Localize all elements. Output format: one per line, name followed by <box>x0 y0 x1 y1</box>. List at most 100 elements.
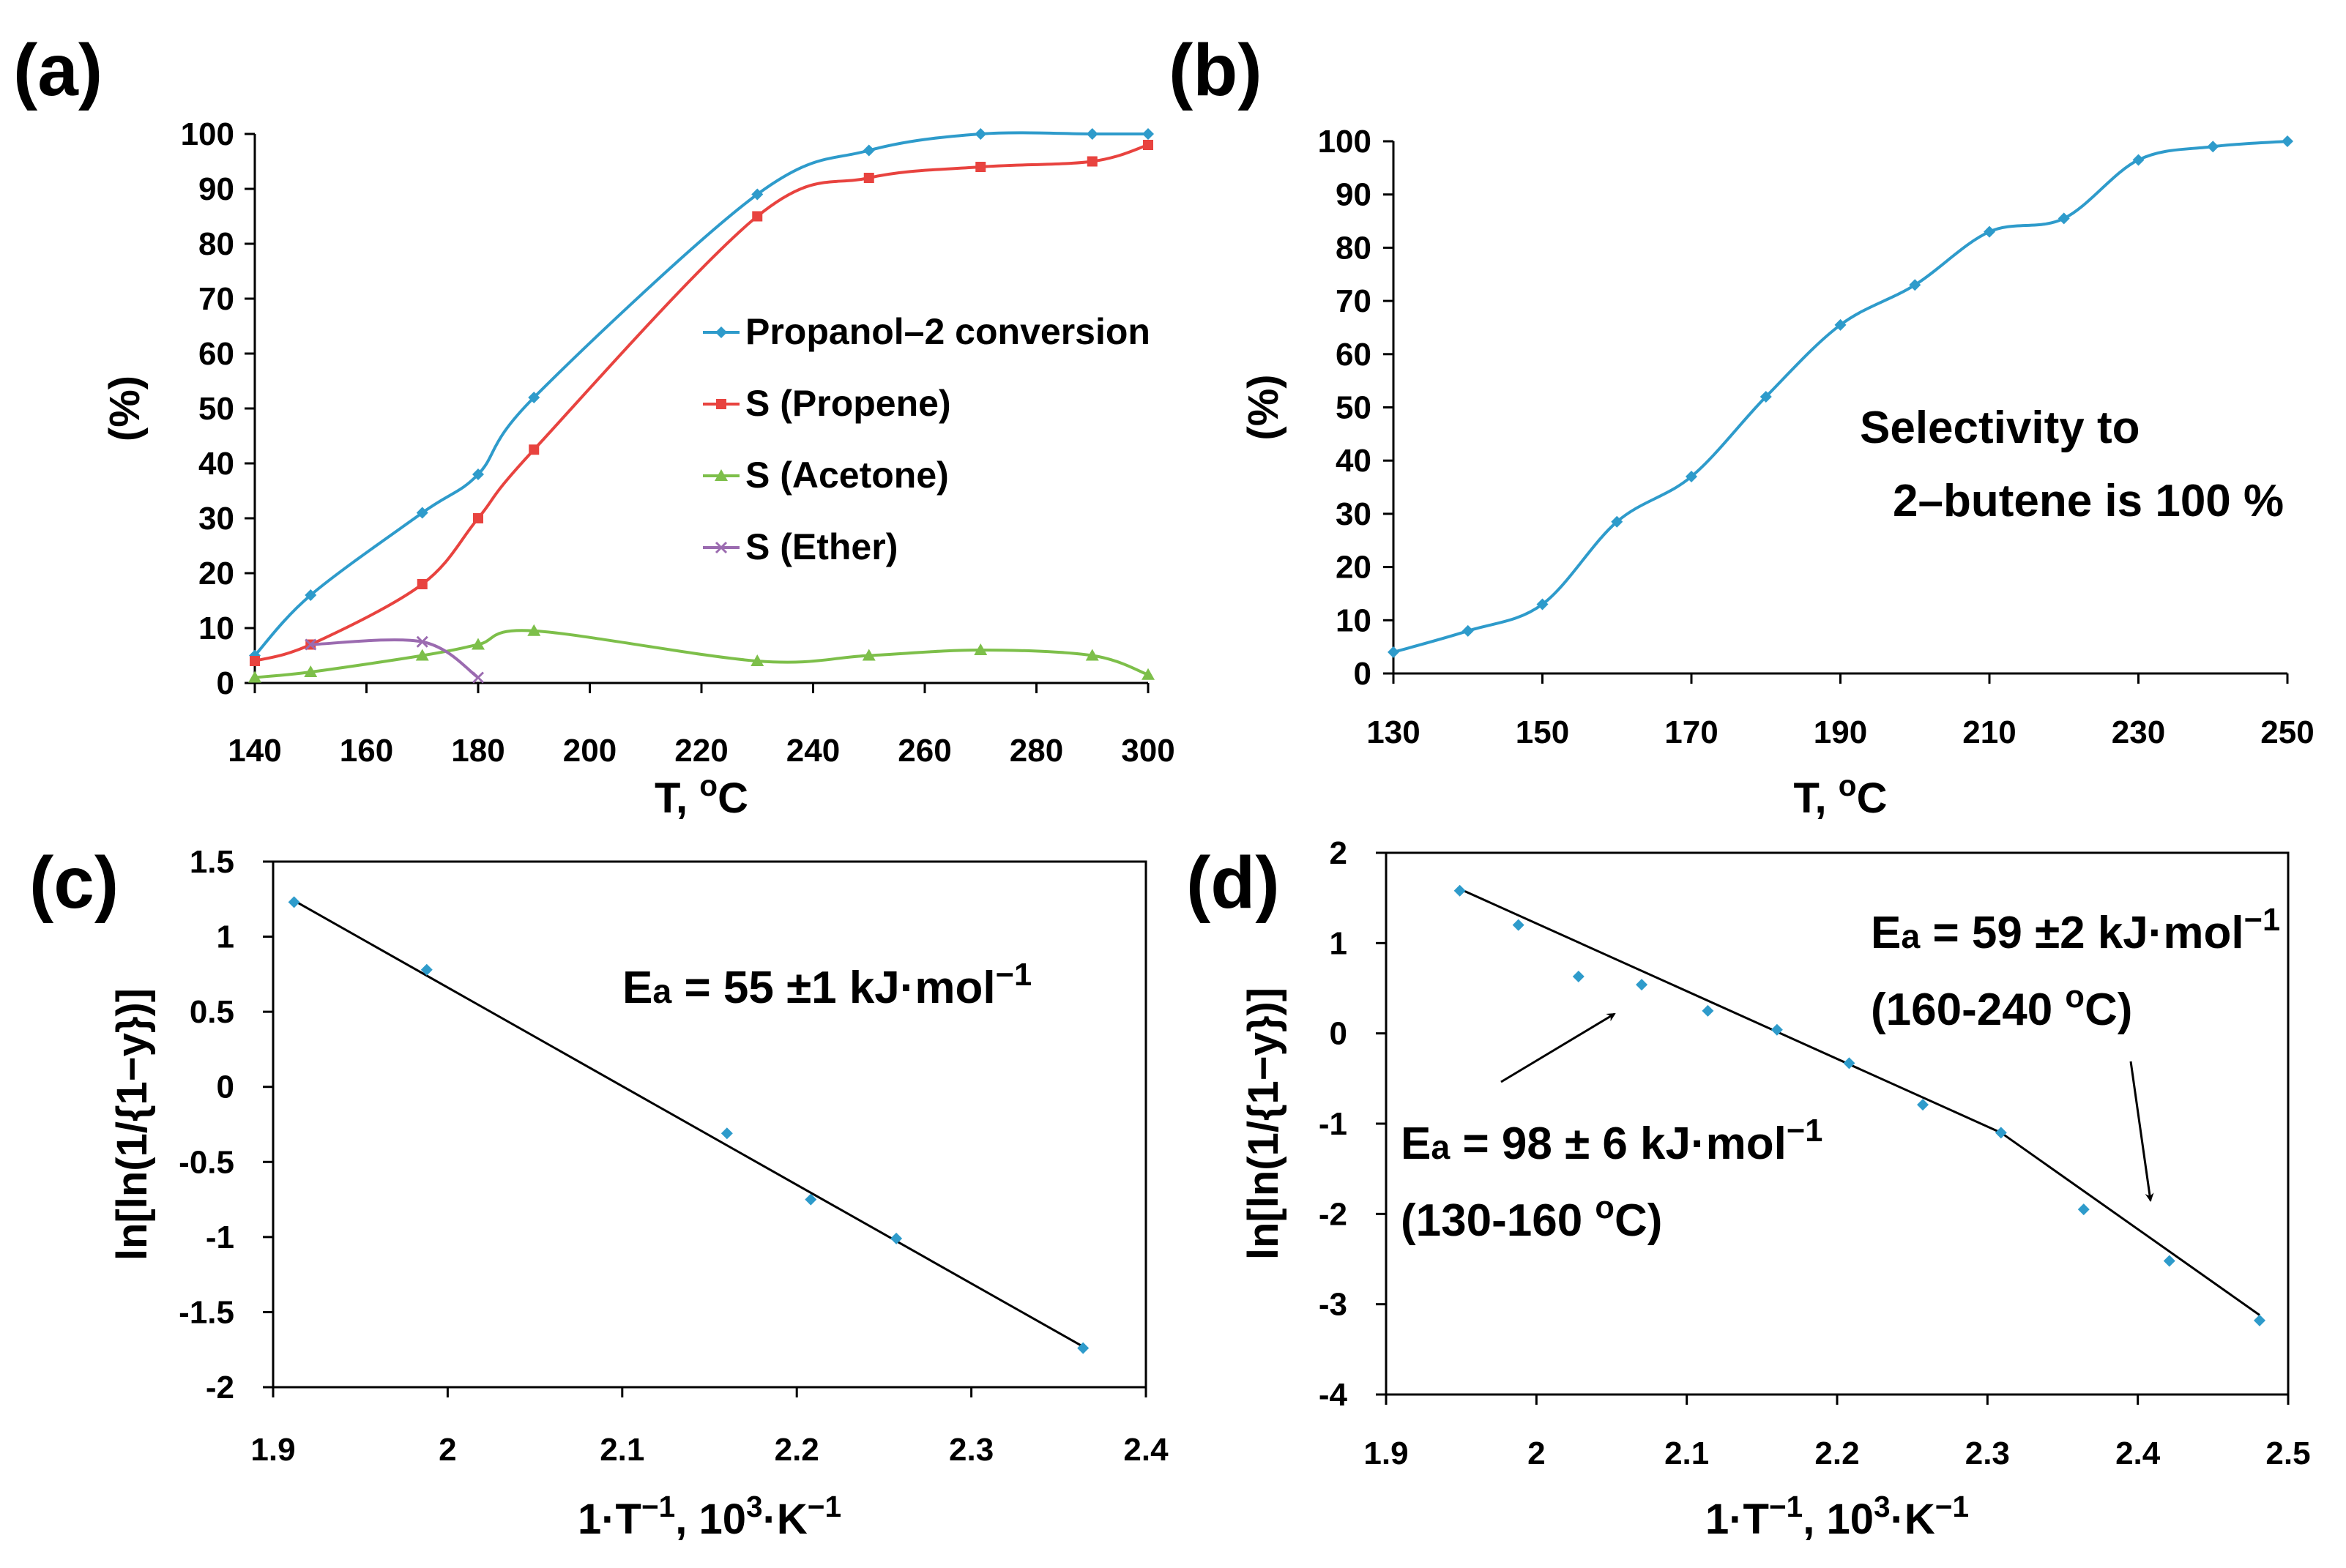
x-tick-label: 250 <box>2260 714 2314 750</box>
x-tick-label: 190 <box>1814 714 1867 750</box>
x-tick-label: 1.9 <box>1363 1436 1408 1471</box>
series-line <box>254 143 1149 662</box>
x-axis-title: T, oC <box>655 769 748 822</box>
y-axis-title: (%) <box>101 376 149 441</box>
y-tick-label: -2 <box>206 1370 234 1405</box>
data-point <box>2077 1203 2090 1216</box>
y-tick-label: 30 <box>198 501 234 537</box>
data-point <box>1142 128 1154 140</box>
data-point <box>420 963 433 976</box>
x-axis-title: T, oC <box>1794 769 1888 822</box>
legend-marker <box>715 469 728 481</box>
y-tick-label: 1 <box>217 919 234 955</box>
data-point <box>975 128 987 140</box>
y-tick-label: 1.5 <box>190 844 234 880</box>
data-point <box>305 589 317 601</box>
data-point <box>1453 884 1466 897</box>
data-point <box>472 671 485 684</box>
x-tick-label: 210 <box>1962 714 2016 750</box>
x-tick-label: 2.2 <box>775 1432 819 1468</box>
data-point <box>472 468 484 480</box>
data-point <box>415 649 429 661</box>
data-point <box>529 444 540 455</box>
data-point <box>2132 154 2145 166</box>
y-tick-label: 60 <box>198 336 234 372</box>
chart-panel-4: (d) 1.9 2 2.1 2.2 2.3 2.4 2.5 -4 -3 -2 -1 0 1 2 1·T−1, … <box>1186 835 2311 1543</box>
y-tick-label: 40 <box>198 446 234 482</box>
data-point <box>752 211 763 222</box>
y-tick-label: -1 <box>206 1220 234 1255</box>
y-tick-label: 0.5 <box>190 994 234 1030</box>
data-point <box>528 392 540 403</box>
data-point <box>1995 1127 2007 1139</box>
data-point <box>304 665 318 677</box>
data-point <box>751 654 764 666</box>
y-tick-label: 10 <box>198 611 234 646</box>
y-tick-label: 70 <box>1336 283 1371 319</box>
data-point <box>1984 225 1995 238</box>
y-tick-label: -2 <box>1319 1196 1347 1232</box>
annotation-text: (130-160 oC) <box>1401 1190 1662 1246</box>
plot-frame <box>272 860 1147 1389</box>
data-point <box>1536 598 1549 611</box>
data-point <box>1843 1057 1855 1069</box>
data-point <box>1085 649 1099 661</box>
data-point <box>1086 128 1098 140</box>
fit-line <box>1459 887 2002 1134</box>
y-tick-label: 60 <box>1336 337 1371 373</box>
x-tick-label: 300 <box>1121 733 1174 769</box>
data-point <box>975 162 986 172</box>
chart-panel-1: (a) 140 160 180 200 220 240 260 280 300 0 10 20 30 40 5… <box>13 29 1175 822</box>
x-tick-label: 2.3 <box>949 1432 994 1468</box>
x-tick-label: 170 <box>1664 714 1718 750</box>
data-point <box>751 188 764 201</box>
series-line <box>310 638 480 679</box>
x-tick-label: 2.1 <box>600 1432 644 1468</box>
x-tick-label: 2.4 <box>1123 1432 1169 1468</box>
legend-label: Propanol–2 conversion <box>745 311 1150 352</box>
y-tick-label: 90 <box>198 171 234 207</box>
y-tick-label: 0 <box>1330 1016 1347 1052</box>
y-tick-label: 20 <box>1336 550 1371 586</box>
data-point <box>1636 979 1648 991</box>
x-tick-label: 150 <box>1516 714 1569 750</box>
data-point <box>863 173 874 183</box>
y-axis-title: (%) <box>1240 374 1287 440</box>
x-tick-label: 240 <box>786 733 840 769</box>
y-tick-label: 40 <box>1336 443 1371 479</box>
panel-label: (d) <box>1186 842 1280 924</box>
series-line <box>254 629 1149 679</box>
data-point <box>1388 646 1399 658</box>
data-point <box>250 656 260 666</box>
x-tick-label: 2 <box>1527 1436 1545 1471</box>
legend-label: S (Propene) <box>745 383 951 424</box>
data-point <box>1611 515 1623 528</box>
y-axis-title: ln[ln(1/{1−y})] <box>1240 988 1287 1260</box>
x-axis-title: 1·T−1, 103·K−1 <box>578 1490 841 1543</box>
y-axis-title: ln[ln(1/{1−y})] <box>108 988 156 1261</box>
y-tick-label: 80 <box>198 226 234 262</box>
x-tick-label: 260 <box>898 733 951 769</box>
annotation-text: Ea = 98 ± 6 kJ·mol−1 <box>1401 1113 1822 1169</box>
data-point <box>305 638 317 651</box>
y-tick-label: 50 <box>198 391 234 427</box>
data-point <box>473 513 483 523</box>
data-point <box>2207 141 2219 153</box>
y-tick-label: 50 <box>1336 390 1371 426</box>
panel-label: (b) <box>1169 29 1262 111</box>
data-point <box>1077 1342 1090 1354</box>
x-tick-label: 280 <box>1010 733 1063 769</box>
data-point <box>863 144 875 157</box>
data-point <box>1702 1004 1714 1017</box>
data-point <box>416 635 428 648</box>
y-tick-label: 90 <box>1336 177 1371 213</box>
series-line <box>253 131 1148 657</box>
legend-label: S (Acetone) <box>745 455 949 496</box>
legend-label: S (Ether) <box>745 526 898 567</box>
y-tick-label: -1.5 <box>179 1294 234 1330</box>
x-tick-label: 130 <box>1366 714 1420 750</box>
data-point <box>1461 624 1474 637</box>
y-tick-label: 0 <box>217 1069 234 1105</box>
y-tick-label: 70 <box>198 281 234 317</box>
